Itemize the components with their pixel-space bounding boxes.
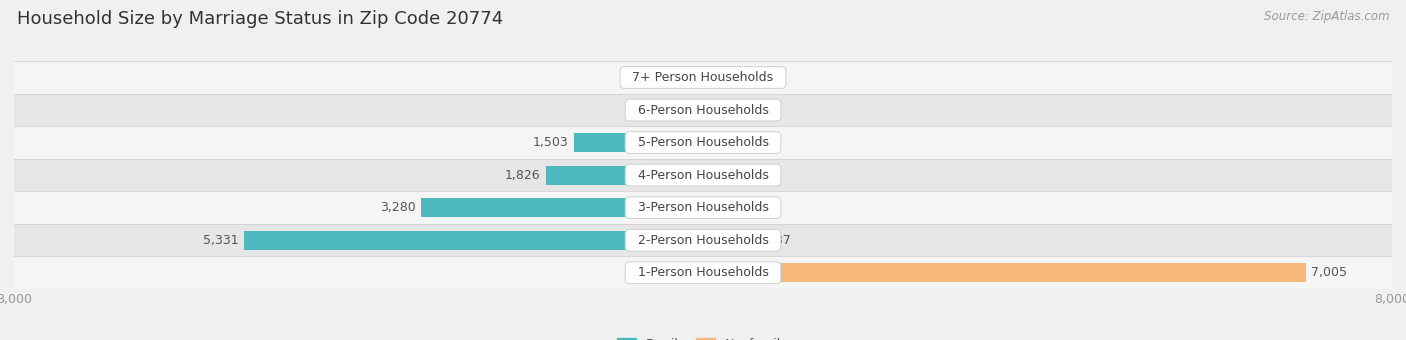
Bar: [703, 68, 720, 87]
Bar: [661, 101, 703, 119]
Text: 7,005: 7,005: [1312, 266, 1347, 279]
Text: 1,826: 1,826: [505, 169, 540, 182]
Bar: [14, 256, 1392, 289]
Bar: [703, 101, 720, 119]
Bar: [703, 231, 762, 250]
Bar: [703, 263, 1306, 282]
Bar: [703, 198, 724, 217]
Text: 7+ Person Households: 7+ Person Households: [624, 71, 782, 84]
Text: Source: ZipAtlas.com: Source: ZipAtlas.com: [1264, 10, 1389, 23]
Text: 3-Person Households: 3-Person Households: [630, 201, 776, 214]
Bar: [14, 159, 1392, 191]
Text: 0: 0: [725, 71, 734, 84]
Bar: [683, 68, 703, 87]
Bar: [703, 166, 720, 185]
Text: 0: 0: [725, 103, 734, 117]
Legend: Family, Nonfamily: Family, Nonfamily: [617, 338, 789, 340]
Bar: [420, 198, 703, 217]
Bar: [14, 191, 1392, 224]
Text: 0: 0: [725, 136, 734, 149]
Text: 5,331: 5,331: [202, 234, 239, 247]
Bar: [14, 126, 1392, 159]
Bar: [703, 133, 720, 152]
Bar: [14, 61, 1392, 94]
Text: 4-Person Households: 4-Person Households: [630, 169, 776, 182]
Text: 0: 0: [725, 169, 734, 182]
Text: 687: 687: [768, 234, 792, 247]
Bar: [546, 166, 703, 185]
Text: 6-Person Households: 6-Person Households: [630, 103, 776, 117]
Text: 253: 253: [730, 201, 754, 214]
Text: 1-Person Households: 1-Person Households: [630, 266, 776, 279]
Text: 225: 225: [655, 71, 679, 84]
Text: 2-Person Households: 2-Person Households: [630, 234, 776, 247]
Bar: [14, 94, 1392, 126]
Text: 5-Person Households: 5-Person Households: [630, 136, 776, 149]
Text: Household Size by Marriage Status in Zip Code 20774: Household Size by Marriage Status in Zip…: [17, 10, 503, 28]
Text: 1,503: 1,503: [533, 136, 568, 149]
Bar: [574, 133, 703, 152]
Text: 483: 483: [633, 103, 657, 117]
Bar: [14, 224, 1392, 256]
Text: 3,280: 3,280: [380, 201, 415, 214]
Bar: [243, 231, 703, 250]
